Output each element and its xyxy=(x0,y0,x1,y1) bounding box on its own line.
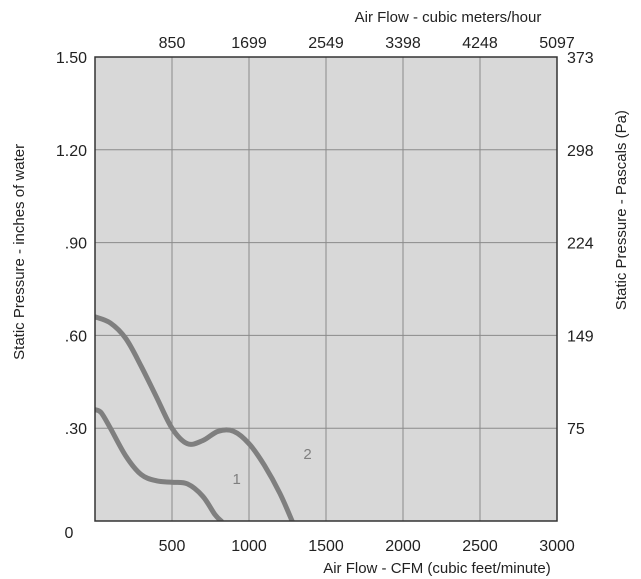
x-tick-label: 2000 xyxy=(385,538,421,555)
x-tick-label: 1500 xyxy=(308,538,344,555)
plot-frame xyxy=(94,56,558,522)
x-tick-label: 1000 xyxy=(231,538,267,555)
y2-axis-ticks: 75 149 224 298 373 xyxy=(567,50,594,438)
x2-tick-label: 3398 xyxy=(385,35,421,52)
x2-tick-label: 850 xyxy=(159,35,186,52)
x2-tick-label: 1699 xyxy=(231,35,267,52)
x-tick-label: 2500 xyxy=(462,538,498,555)
x2-tick-label: 5097 xyxy=(539,35,575,52)
x-tick-label: 3000 xyxy=(539,538,575,555)
x-axis-title: Air Flow - CFM (cubic feet/minute) xyxy=(323,560,551,577)
grid-lines xyxy=(95,57,557,521)
y-tick-label: .90 xyxy=(65,236,87,253)
curve-1 xyxy=(95,407,224,521)
y2-tick-label: 373 xyxy=(567,50,594,67)
origin-tick-label: 0 xyxy=(65,525,74,542)
y-axis-ticks: .30 .60 .90 1.20 1.50 xyxy=(56,50,87,438)
y2-tick-label: 75 xyxy=(567,421,585,438)
y-tick-label: 1.20 xyxy=(56,143,87,160)
curve-2 xyxy=(95,314,295,521)
x-axis-ticks: 500 1000 1500 2000 2500 3000 xyxy=(159,538,575,555)
y-tick-label: .30 xyxy=(65,421,87,438)
x2-axis-title: Air Flow - cubic meters/hour xyxy=(355,9,542,26)
y-tick-label: .60 xyxy=(65,328,87,345)
x-tick-label: 500 xyxy=(159,538,186,555)
x2-tick-label: 2549 xyxy=(308,35,344,52)
x2-tick-label: 4248 xyxy=(462,35,498,52)
performance-curves xyxy=(95,314,295,521)
curve-2-label: 2 xyxy=(303,446,311,463)
x2-axis-ticks: 850 1699 2549 3398 4248 5097 xyxy=(159,35,575,52)
y2-tick-label: 298 xyxy=(567,143,594,160)
y2-tick-label: 149 xyxy=(567,328,594,345)
y-tick-label: 1.50 xyxy=(56,50,87,67)
y-axis-title: Static Pressure - inches of water xyxy=(11,144,28,360)
y2-tick-label: 224 xyxy=(567,236,594,253)
y2-axis-title: Static Pressure - Pascals (Pa) xyxy=(613,110,630,310)
curve-1-label: 1 xyxy=(233,471,241,488)
